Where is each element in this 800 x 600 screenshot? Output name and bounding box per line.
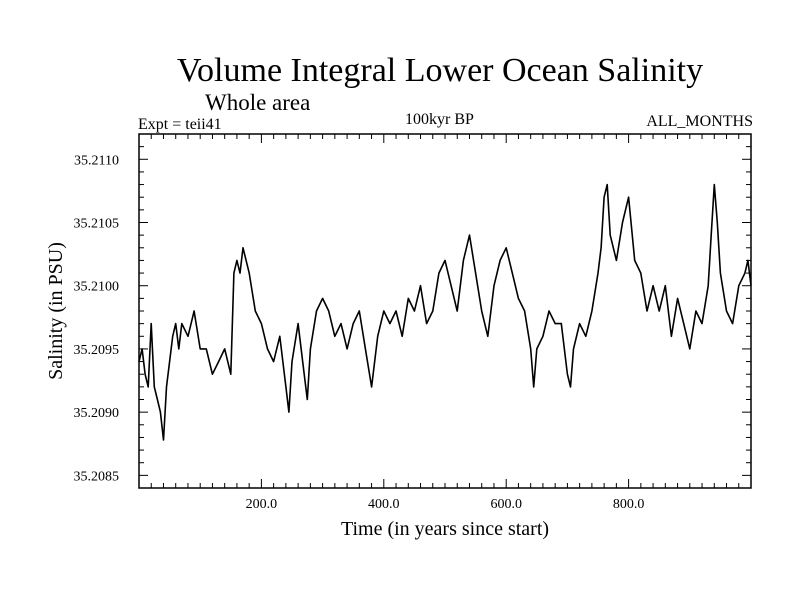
y-tick-label: 35.2085 [74, 469, 120, 484]
chart-title: Volume Integral Lower Ocean Salinity [176, 52, 704, 89]
plot-frame [138, 133, 752, 489]
y-tick-label: 35.2100 [74, 280, 120, 295]
y-tick-label: 35.2105 [74, 217, 120, 232]
salinity-series-line [138, 183, 752, 441]
chart-subtitle: Whole area [205, 90, 311, 115]
period-label: 100kyr BP [405, 111, 474, 128]
y-tick-label: 35.2110 [74, 153, 119, 168]
x-axis-label: Time (in years since start) [341, 518, 549, 540]
experiment-label: Expt = teii41 [138, 116, 222, 133]
x-tick-label: 600.0 [490, 497, 522, 512]
y-axis-label: Salinity (in PSU) [45, 242, 67, 380]
x-tick-label: 800.0 [613, 497, 645, 512]
x-axis-ticks: 200.0 400.0 600.0 800.0 [138, 134, 752, 512]
y-tick-label: 35.2095 [74, 343, 120, 358]
series-group [138, 183, 752, 441]
y-tick-label: 35.2090 [74, 406, 120, 421]
x-tick-label: 200.0 [246, 497, 278, 512]
months-label: ALL_MONTHS [646, 113, 753, 130]
x-tick-label: 400.0 [368, 497, 400, 512]
y-axis-ticks: 35.2085 35.2090 35.2095 35.2100 35.2105 35.21… [74, 133, 751, 489]
